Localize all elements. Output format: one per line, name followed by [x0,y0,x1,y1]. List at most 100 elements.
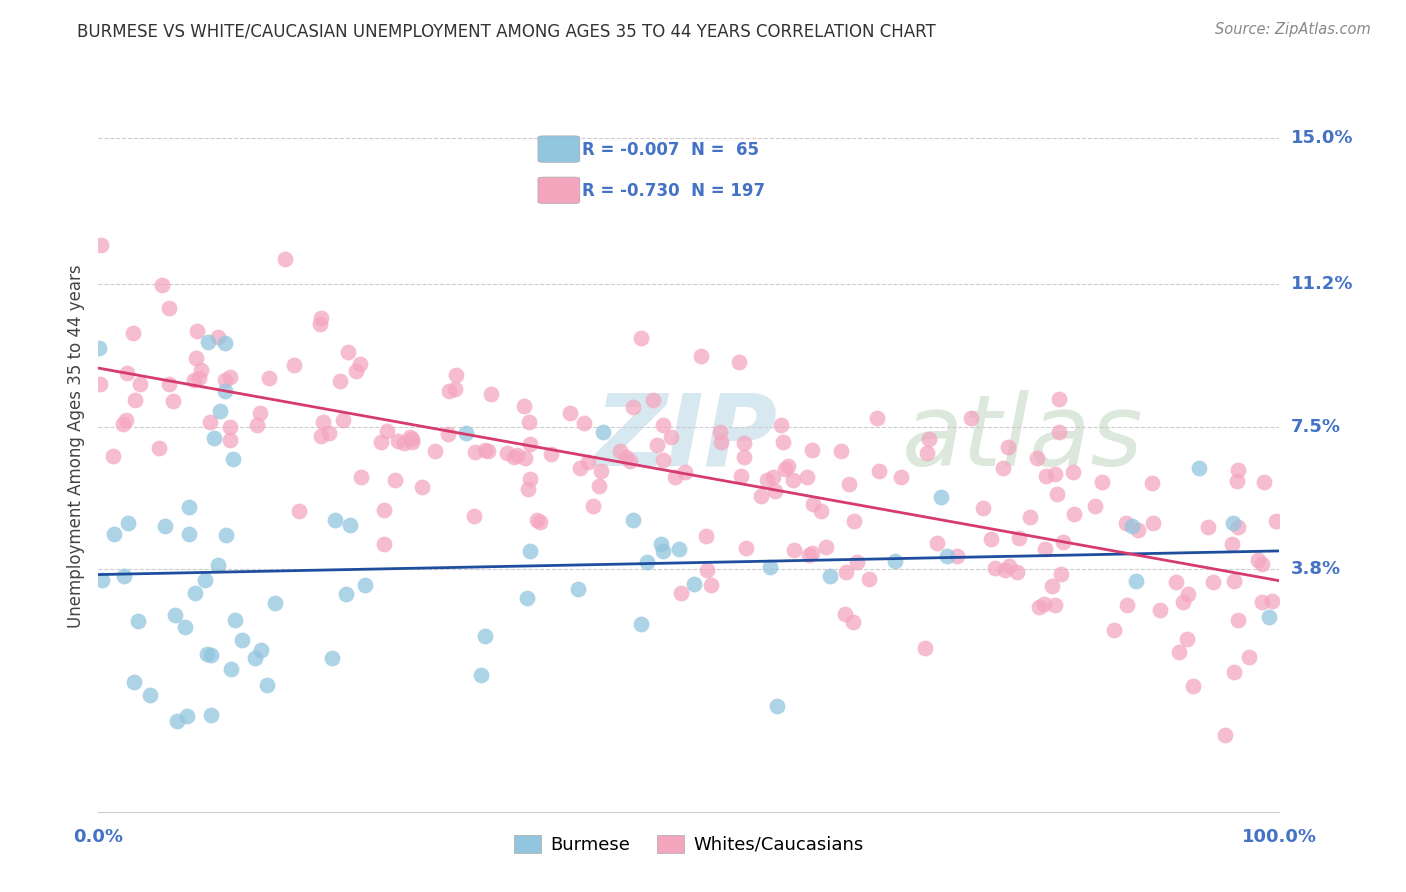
Point [1222,574,1244,588]
Point [1181,679,1204,693]
Point [1091,475,1114,489]
Point [1052,535,1074,549]
Point [87,341,110,355]
Point [224,613,246,627]
Point [1197,520,1219,534]
Text: BURMESE VS WHITE/CAUCASIAN UNEMPLOYMENT AMONG AGES 35 TO 44 YEARS CORRELATION CH: BURMESE VS WHITE/CAUCASIAN UNEMPLOYMENT … [77,22,936,40]
Point [842,514,865,528]
Point [1265,514,1288,528]
Point [179,527,201,541]
Point [619,454,641,468]
Point [699,577,721,591]
Point [219,662,242,676]
Point [796,469,818,483]
Point [197,335,219,350]
Point [630,617,652,632]
Point [1032,598,1054,612]
Point [513,451,536,466]
Point [207,558,229,572]
Point [1222,537,1244,551]
Point [215,528,238,542]
Point [231,633,253,648]
Point [835,566,858,580]
Point [1045,467,1067,481]
Point [773,462,796,476]
Point [122,674,145,689]
Point [373,537,395,551]
Point [354,578,377,592]
Point [1237,649,1260,664]
FancyBboxPatch shape [538,178,579,203]
Point [1226,474,1249,488]
Point [162,394,184,409]
Point [1213,728,1236,742]
Point [114,413,136,427]
Point [329,374,352,388]
Point [437,384,460,399]
Point [1227,463,1250,477]
Point [1102,623,1125,637]
Point [883,554,905,568]
Point [503,450,526,464]
Point [749,489,772,503]
Point [1115,599,1137,613]
Point [288,504,311,518]
Point [174,620,197,634]
Point [818,569,841,583]
Text: 11.2%: 11.2% [1291,276,1353,293]
Legend: Burmese, Whites/Caucasians: Burmese, Whites/Caucasians [508,828,870,861]
Point [1126,523,1149,537]
Point [194,573,217,587]
Point [1005,566,1028,580]
Point [139,688,162,702]
Point [838,476,860,491]
Point [124,392,146,407]
Point [165,607,187,622]
Point [444,368,467,382]
Point [1028,599,1050,614]
Point [1222,516,1244,530]
Point [762,470,785,484]
Point [1049,566,1071,581]
Point [814,540,837,554]
Text: Source: ZipAtlas.com: Source: ZipAtlas.com [1215,22,1371,37]
Point [496,446,519,460]
Point [243,651,266,665]
Text: 7.5%: 7.5% [1291,417,1340,436]
Point [148,441,170,455]
Point [283,358,305,372]
Y-axis label: Unemployment Among Ages 35 to 44 years: Unemployment Among Ages 35 to 44 years [66,264,84,628]
Point [1049,425,1071,440]
Point [202,431,225,445]
Point [929,490,952,504]
Point [516,482,538,496]
Point [972,501,994,516]
Point [868,464,890,478]
Point [246,418,269,433]
Point [274,252,297,267]
Point [621,401,644,415]
Point [797,548,820,562]
Point [309,310,332,325]
Point [766,698,789,713]
Point [437,427,460,442]
Point [346,363,368,377]
Point [370,434,392,449]
Point [179,500,201,515]
Point [858,572,880,586]
Point [219,433,242,447]
Point [121,326,143,341]
Text: R = -0.730  N = 197: R = -0.730 N = 197 [582,182,765,200]
Point [444,382,467,396]
Point [842,615,865,629]
Point [529,516,551,530]
Point [309,429,332,443]
Point [332,413,354,427]
Point [1258,609,1281,624]
Point [129,376,152,391]
Point [115,367,138,381]
Point [1222,665,1244,679]
Point [1062,465,1084,479]
Point [157,377,180,392]
Point [384,473,406,487]
